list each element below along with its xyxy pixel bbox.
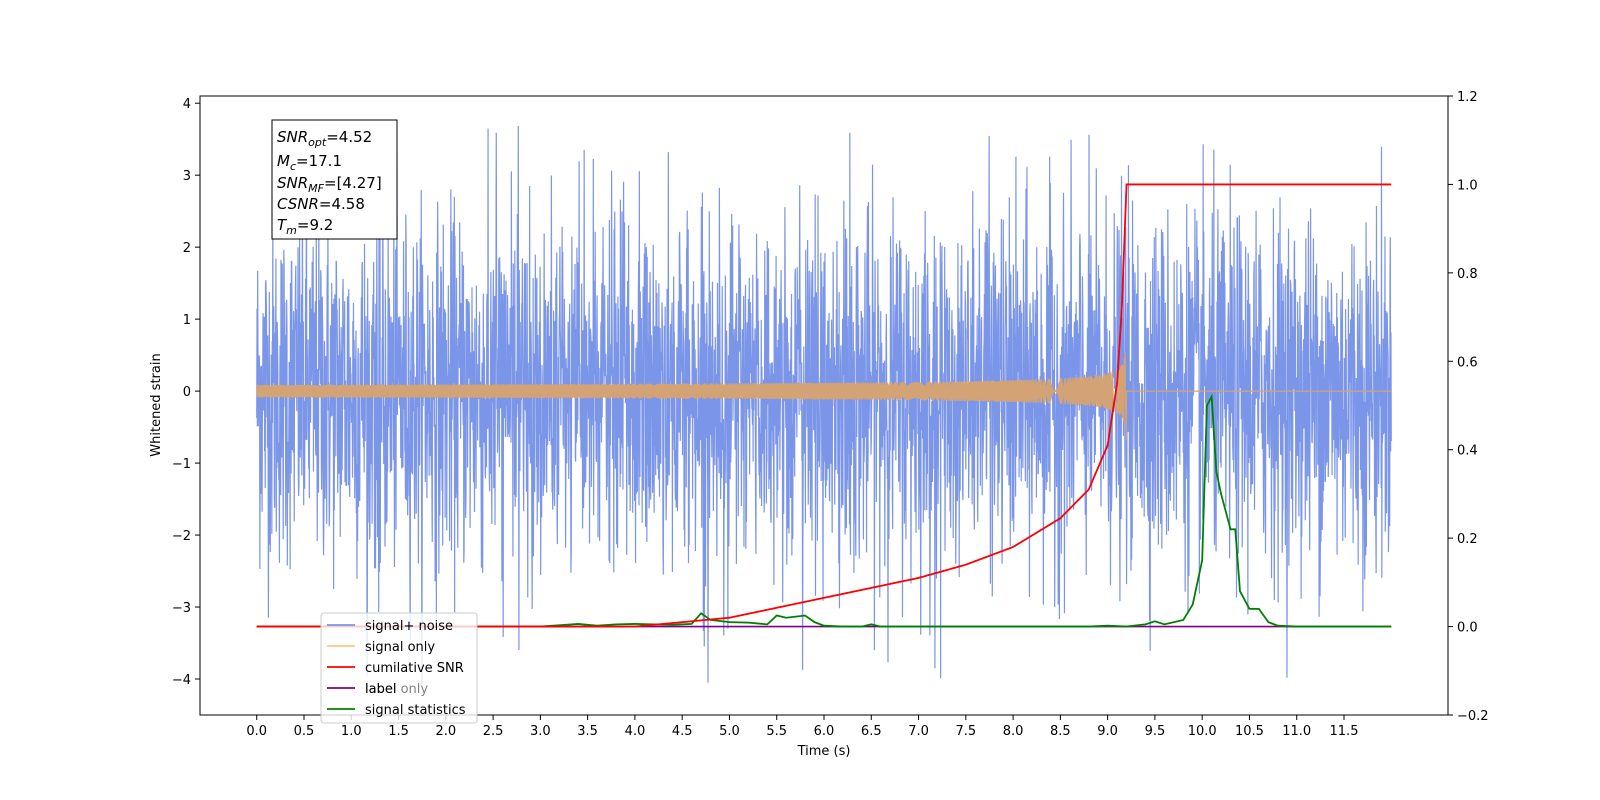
left-y-tick-label: −2	[172, 529, 191, 544]
annotation-box: SNRopt=4.52 Mc=17.1 SNRMF=[4.27] CSNR=4.…	[271, 119, 398, 240]
x-tick-label: 7.0	[908, 724, 929, 739]
legend-item-label: label label only	[327, 682, 428, 697]
left-y-axis-label: Whitened strain	[149, 353, 164, 456]
left-y-tick-label: −1	[172, 457, 191, 472]
x-axis-label: Time (s)	[797, 744, 851, 759]
left-y-tick-label: 2	[183, 241, 191, 256]
x-tick-label: 1.5	[388, 724, 409, 739]
x-tick-label: 9.0	[1097, 724, 1118, 739]
x-tick-label: 2.0	[435, 724, 456, 739]
left-y-tick-label: 4	[183, 97, 191, 112]
x-axis-ticks: 0.0 0.5 1.0 1.5 2.0 2.5 3.0 3.5 4.0 4.5 5.0 5.5 6.0 6…	[246, 715, 1358, 739]
annotation-snr-opt: SNRopt=4.52	[277, 128, 372, 149]
legend-item-signal-only: signal only	[327, 640, 435, 655]
svg-text:signal statistics: signal statistics	[365, 703, 466, 718]
x-tick-label: 2.5	[483, 724, 504, 739]
x-tick-label: 5.0	[719, 724, 740, 739]
signal-statistics-line	[256, 393, 1392, 628]
annotation-snr-mf: SNRMF=[4.27]	[277, 174, 382, 195]
right-y-tick-label: 1.0	[1457, 178, 1478, 193]
annotation-mc: Mc=17.1	[277, 152, 342, 173]
svg-text:label: label	[365, 682, 396, 697]
left-y-axis-ticks: −4 −3 −2 −1 0 1 2 3 4	[172, 97, 200, 688]
signal-only-series	[256, 352, 1392, 440]
x-tick-label: 5.5	[766, 724, 787, 739]
svg-text:signal only: signal only	[365, 640, 435, 655]
x-tick-label: 11.5	[1330, 724, 1359, 739]
x-tick-label: 3.5	[577, 724, 598, 739]
x-tick-label: 0.0	[246, 724, 267, 739]
right-y-axis-ticks: −0.2 0.0 0.2 0.4 0.6 0.8 1.0 1.2	[1448, 90, 1489, 724]
legend: signal+ noise signal only cumilative SNR…	[320, 612, 478, 724]
right-y-tick-label: 1.2	[1457, 90, 1478, 105]
x-tick-label: 8.0	[1003, 724, 1024, 739]
right-y-tick-label: 0.0	[1457, 621, 1478, 636]
legend-item-signal-statistics: signal statistics	[327, 703, 466, 718]
legend-item-signal-plus-noise: signal+ noise	[327, 619, 453, 634]
left-y-tick-label: −4	[172, 673, 191, 688]
left-y-tick-label: 3	[183, 169, 191, 184]
legend-item-cumilative-snr: cumilative SNR	[327, 661, 464, 676]
right-y-tick-label: 0.4	[1457, 444, 1478, 459]
x-tick-label: 11.0	[1282, 724, 1311, 739]
left-y-tick-label: −3	[172, 601, 191, 616]
signal-plus-noise-series	[256, 125, 1392, 685]
x-tick-label: 6.0	[814, 724, 835, 739]
x-tick-label: 0.5	[294, 724, 315, 739]
svg-text:cumilative SNR: cumilative SNR	[365, 661, 464, 676]
right-y-tick-label: 0.8	[1457, 267, 1478, 282]
left-y-tick-label: 1	[183, 313, 191, 328]
signal-plus-noise-line	[256, 125, 1392, 685]
x-tick-label: 4.0	[625, 724, 646, 739]
x-tick-label: 9.5	[1145, 724, 1166, 739]
left-y-tick-label: 0	[183, 385, 191, 400]
right-y-tick-label: 0.6	[1457, 355, 1478, 370]
x-tick-label: 1.0	[341, 724, 362, 739]
signal-only-line	[256, 352, 1392, 440]
annotation-csnr: CSNR=4.58	[277, 195, 365, 213]
x-tick-label: 6.5	[861, 724, 882, 739]
annotation-tm: Tm=9.2	[277, 216, 333, 237]
x-tick-label: 10.0	[1188, 724, 1217, 739]
legend-item-label-only: label only	[365, 682, 428, 697]
x-tick-label: 10.5	[1235, 724, 1264, 739]
signal-statistics-series	[256, 393, 1392, 628]
svg-text:signal+ noise: signal+ noise	[365, 619, 453, 634]
right-y-tick-label: 0.2	[1457, 532, 1478, 547]
x-tick-label: 3.0	[530, 724, 551, 739]
x-tick-label: 4.5	[672, 724, 693, 739]
x-tick-label: 7.5	[955, 724, 976, 739]
right-y-tick-label: −0.2	[1457, 709, 1489, 724]
x-tick-label: 8.5	[1050, 724, 1071, 739]
